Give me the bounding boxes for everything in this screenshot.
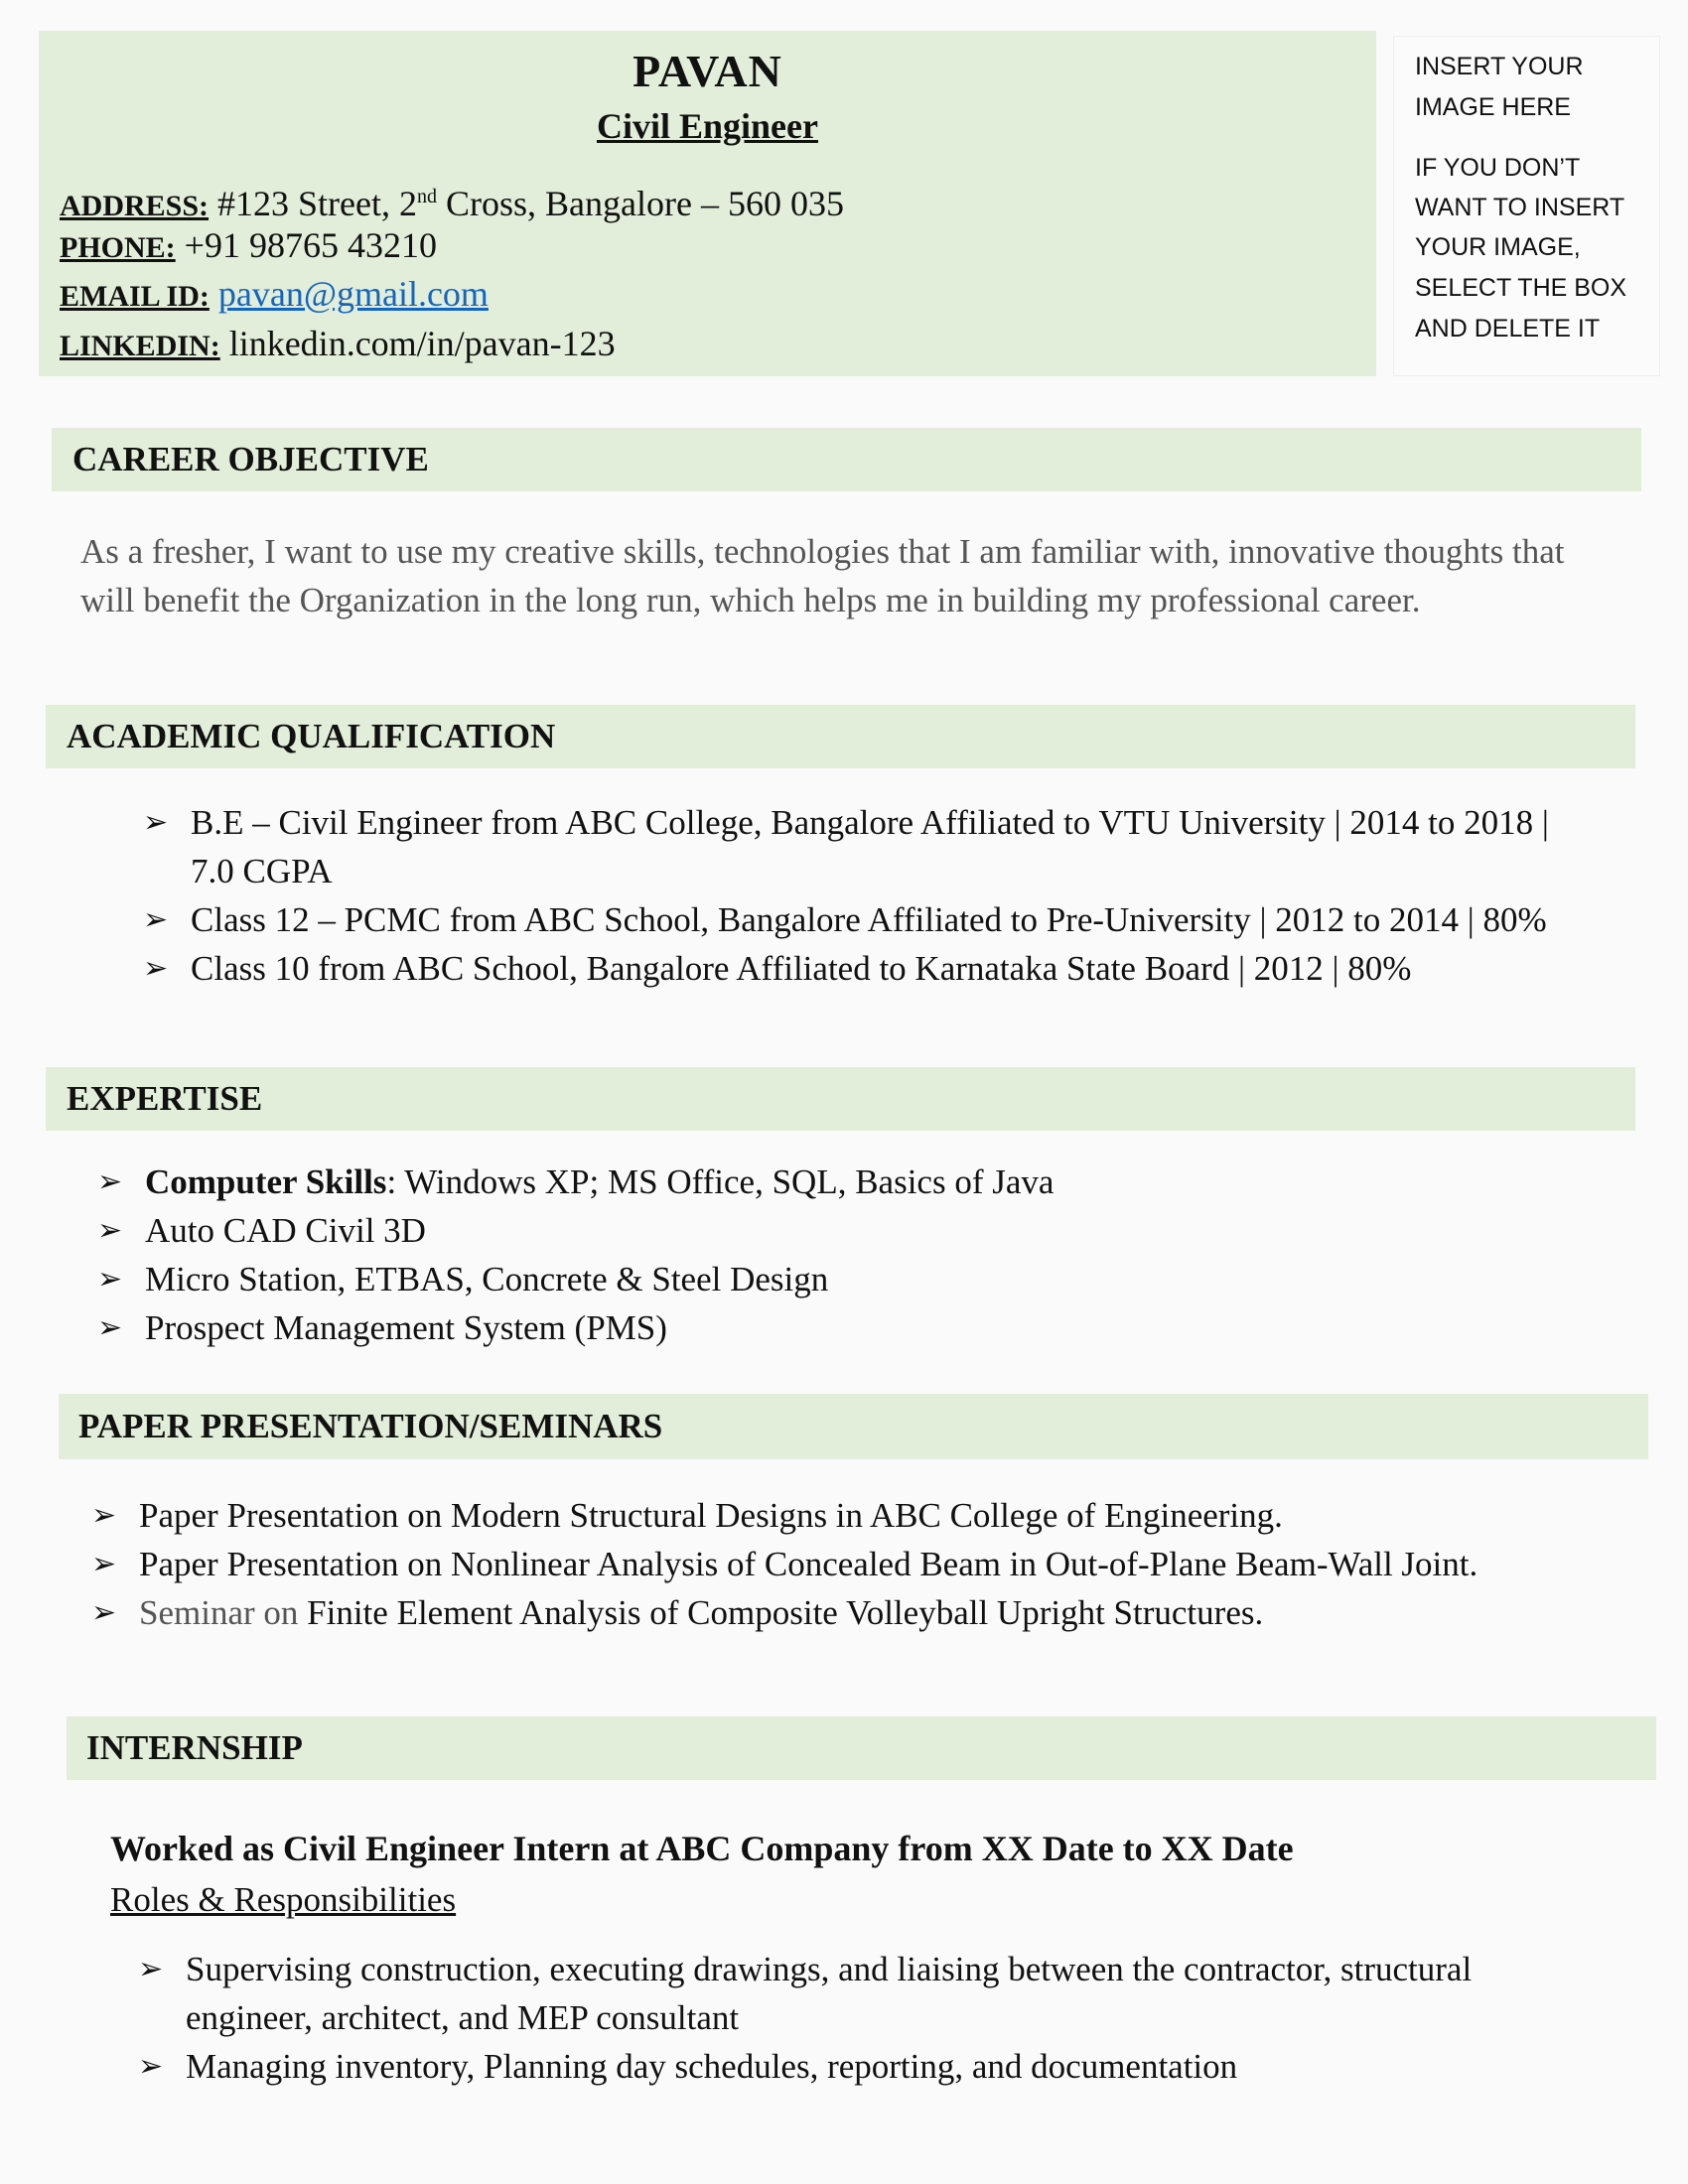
- list-item: ➢ Auto CAD Civil 3D: [97, 1206, 1585, 1255]
- list-item: ➢ Paper Presentation on Nonlinear Analysi…: [91, 1540, 1609, 1588]
- email-label: EMAIL ID:: [60, 280, 210, 313]
- list-item: ➢ Prospect Management System (PMS): [97, 1303, 1585, 1352]
- section-title: EXPERTISE: [67, 1079, 263, 1118]
- phone-label: PHONE:: [60, 231, 176, 264]
- papers-list: ➢ Paper Presentation on Modern Structural…: [91, 1491, 1609, 1637]
- arrow-bullet-icon: ➢: [91, 1596, 117, 1629]
- linkedin-value: linkedin.com/in/pavan-123: [228, 324, 616, 363]
- roles-label: Roles & Responsibilities: [110, 1880, 457, 1919]
- arrow-bullet-icon: ➢: [97, 1311, 123, 1344]
- section-header-expertise: EXPERTISE: [46, 1067, 1635, 1131]
- internship-role: Worked as Civil Engineer Intern at ABC C…: [110, 1829, 1294, 1868]
- placeholder-line: IF YOU DON’T: [1415, 154, 1581, 182]
- section-header-academic: ACADEMIC QUALIFICATION: [46, 705, 1635, 768]
- image-placeholder-box[interactable]: INSERT YOUR IMAGE HERE IF YOU DON’T WANT…: [1393, 36, 1660, 376]
- linkedin-line: LINKEDIN: linkedin.com/in/pavan-123: [60, 320, 616, 370]
- item-text: : Windows XP; MS Office, SQL, Basics of …: [386, 1162, 1055, 1201]
- phone-line: PHONE: +91 98765 43210: [60, 221, 437, 272]
- arrow-bullet-icon: ➢: [143, 903, 169, 936]
- academic-list: ➢ B.E – Civil Engineer from ABC College, …: [143, 798, 1601, 993]
- item-text: Prospect Management System (PMS): [145, 1308, 667, 1347]
- section-title: PAPER PRESENTATION/SEMINARS: [78, 1407, 663, 1445]
- expertise-list: ➢ Computer Skills: Windows XP; MS Office,…: [97, 1158, 1585, 1352]
- section-title: ACADEMIC QUALIFICATION: [67, 717, 556, 755]
- candidate-name: PAVAN: [633, 46, 782, 96]
- address-value: #123 Street, 2: [217, 184, 418, 223]
- placeholder-line: AND DELETE IT: [1415, 315, 1601, 342]
- item-text: B.E – Civil Engineer from ABC College, B…: [191, 803, 1549, 890]
- placeholder-line: IMAGE HERE: [1415, 93, 1571, 121]
- header-box: PAVAN Civil Engineer ADDRESS: #123 Stree…: [39, 31, 1376, 376]
- arrow-bullet-icon: ➢: [143, 952, 169, 985]
- item-text: Finite Element Analysis of Composite Vol…: [307, 1593, 1264, 1632]
- internship-list: ➢ Supervising construction, executing dra…: [138, 1945, 1566, 2091]
- address-label: ADDRESS:: [60, 190, 210, 222]
- list-item: ➢ Class 10 from ABC School, Bangalore Aff…: [143, 944, 1601, 993]
- placeholder-line: INSERT YOUR: [1415, 53, 1584, 80]
- arrow-bullet-icon: ➢: [138, 2050, 164, 2083]
- section-header-internship: INTERNSHIP: [67, 1716, 1656, 1780]
- career-objective-text: As a fresher, I want to use my creative …: [80, 532, 1565, 619]
- item-text: Paper Presentation on Modern Structural …: [139, 1496, 1283, 1535]
- list-item: ➢ Class 12 – PCMC from ABC School, Bangal…: [143, 895, 1601, 944]
- list-item: ➢ Micro Station, ETBAS, Concrete & Steel …: [97, 1255, 1585, 1303]
- arrow-bullet-icon: ➢: [91, 1548, 117, 1580]
- list-item: ➢ Seminar on Finite Element Analysis of C…: [91, 1588, 1609, 1637]
- phone-value: +91 98765 43210: [184, 225, 437, 265]
- section-header-papers: PAPER PRESENTATION/SEMINARS: [59, 1394, 1648, 1459]
- placeholder-line: WANT TO INSERT: [1415, 194, 1625, 221]
- arrow-bullet-icon: ➢: [138, 1953, 164, 1985]
- arrow-bullet-icon: ➢: [97, 1214, 123, 1247]
- linkedin-label: LINKEDIN:: [60, 330, 220, 362]
- item-text: Managing inventory, Planning day schedul…: [186, 2047, 1238, 2086]
- item-prefix: Seminar on: [139, 1593, 308, 1632]
- arrow-bullet-icon: ➢: [143, 806, 169, 839]
- address-line: ADDRESS: #123 Street, 2nd Cross, Bangalo…: [60, 173, 844, 230]
- list-item: ➢ Managing inventory, Planning day schedu…: [138, 2042, 1566, 2091]
- list-item: ➢ B.E – Civil Engineer from ABC College, …: [143, 798, 1601, 895]
- item-text: Class 12 – PCMC from ABC School, Bangalo…: [191, 900, 1547, 939]
- list-item: ➢ Computer Skills: Windows XP; MS Office,…: [97, 1158, 1585, 1206]
- arrow-bullet-icon: ➢: [97, 1263, 123, 1296]
- job-title: Civil Engineer: [597, 106, 818, 146]
- list-item: ➢ Paper Presentation on Modern Structural…: [91, 1491, 1609, 1540]
- address-sup: nd: [417, 186, 438, 207]
- item-bold: Computer Skills: [145, 1162, 387, 1201]
- arrow-bullet-icon: ➢: [97, 1165, 123, 1198]
- section-title: INTERNSHIP: [86, 1728, 303, 1767]
- item-text: Class 10 from ABC School, Bangalore Affi…: [191, 949, 1412, 988]
- email-line: EMAIL ID: pavan@gmail.com: [60, 270, 489, 321]
- item-text: Micro Station, ETBAS, Concrete & Steel D…: [145, 1260, 829, 1298]
- item-text: Paper Presentation on Nonlinear Analysis…: [139, 1545, 1478, 1583]
- section-header-career-objective: CAREER OBJECTIVE: [52, 428, 1641, 491]
- email-link[interactable]: pavan@gmail.com: [217, 274, 489, 314]
- section-title: CAREER OBJECTIVE: [72, 440, 429, 478]
- list-item: ➢ Supervising construction, executing dra…: [138, 1945, 1566, 2042]
- address-value-rest: Cross, Bangalore – 560 035: [437, 184, 844, 223]
- placeholder-line: YOUR IMAGE,: [1415, 233, 1581, 261]
- placeholder-line: SELECT THE BOX: [1415, 274, 1627, 302]
- arrow-bullet-icon: ➢: [91, 1499, 117, 1532]
- item-text: Auto CAD Civil 3D: [145, 1211, 426, 1250]
- item-text: Supervising construction, executing draw…: [186, 1950, 1473, 2037]
